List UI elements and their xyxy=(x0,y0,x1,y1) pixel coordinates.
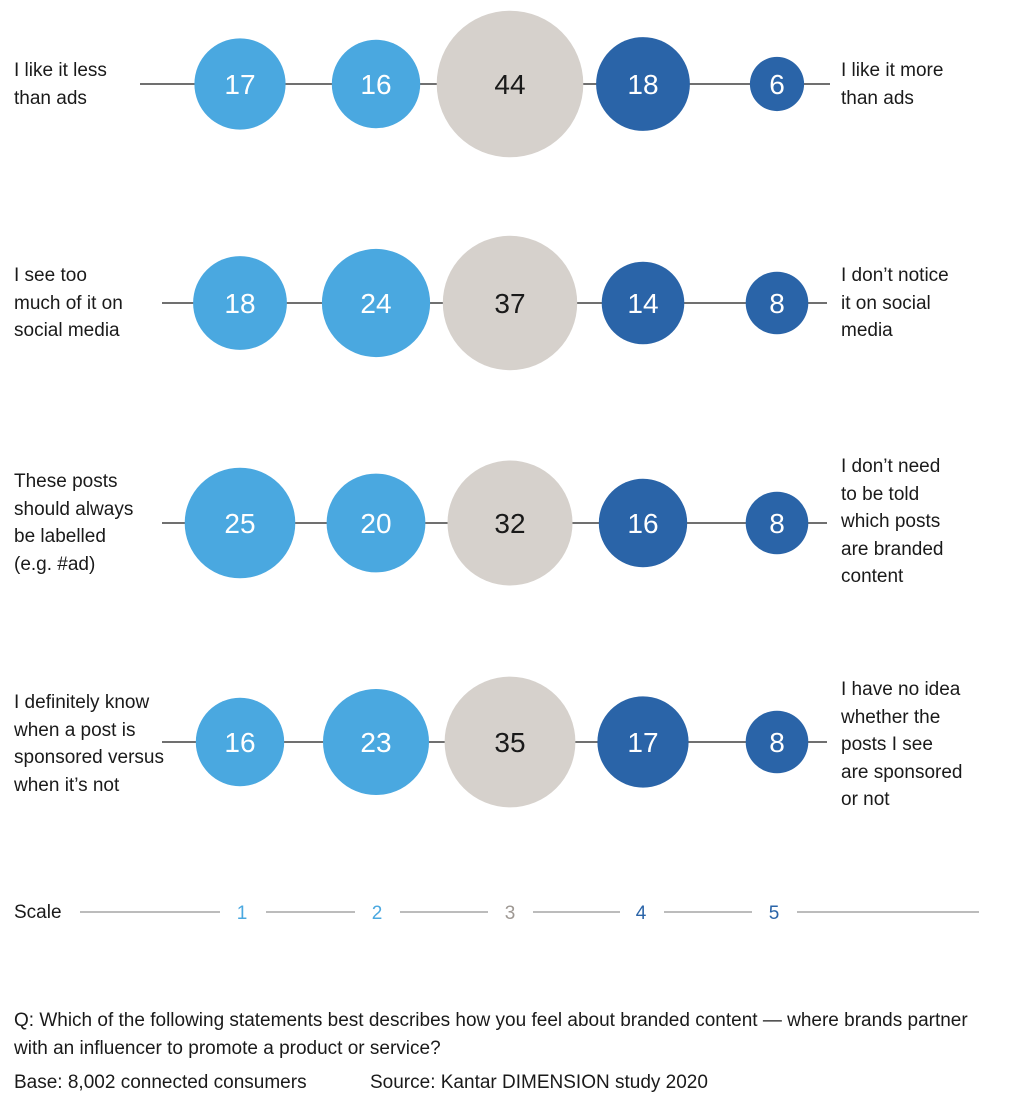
bubble-value-label: 17 xyxy=(627,727,658,758)
bubble-value-label: 17 xyxy=(224,69,255,100)
scale-axis: 1 2 3 4 5 xyxy=(80,903,979,924)
bubble-mark xyxy=(326,473,426,573)
bubble-mark xyxy=(323,689,429,795)
bubble-mark xyxy=(745,271,809,335)
bubble-value-label: 6 xyxy=(769,69,785,100)
scale-tick-label: 3 xyxy=(505,903,516,924)
bubble-value-label: 23 xyxy=(360,727,391,758)
bubble-mark xyxy=(745,491,809,555)
bubble-value-label: 24 xyxy=(360,288,391,319)
base-note: Base: 8,002 connected consumers xyxy=(14,1072,307,1093)
row-right-label: I don’t need to be told which posts are … xyxy=(841,456,944,587)
bubble-value-label: 25 xyxy=(224,508,255,539)
bubble-value-label: 8 xyxy=(769,727,785,758)
bubble-mark xyxy=(596,37,690,131)
bubble-value-label: 35 xyxy=(494,727,525,758)
row-left-label: I see too much of it on social media xyxy=(14,265,123,341)
row-right-label: I like it more than ads xyxy=(841,60,944,109)
bubble-value-label: 16 xyxy=(360,69,391,100)
bubble-mark xyxy=(193,256,287,350)
bubble-value-label: 37 xyxy=(494,288,525,319)
bubble-value-label: 14 xyxy=(627,288,658,319)
scale-tick-label: 1 xyxy=(237,903,248,924)
scale-title: Scale xyxy=(14,902,62,923)
bubble-mark xyxy=(597,696,689,788)
bubble-mark xyxy=(436,10,584,158)
row-left-label: I like it less than ads xyxy=(14,60,107,109)
bubble-value-label: 32 xyxy=(494,508,525,539)
scale-tick-label: 2 xyxy=(372,903,383,924)
bubble-value-label: 18 xyxy=(224,288,255,319)
bubble-mark xyxy=(194,38,286,130)
row-right-label: I have no idea whether the posts I see a… xyxy=(841,679,963,810)
row-left-label: I definitely know when a post is sponsor… xyxy=(14,692,164,796)
survey-question: Q: Which of the following statements bes… xyxy=(14,1010,968,1059)
bubble-value-label: 20 xyxy=(360,508,391,539)
bubble-mark xyxy=(745,710,809,774)
bubble-value-label: 44 xyxy=(494,69,525,100)
row-right-label: I don’t notice it on social media xyxy=(841,265,949,341)
row-left-label: These posts should always be labelled (e… xyxy=(14,471,134,575)
bubble-mark xyxy=(442,235,578,371)
bubble-mark xyxy=(184,467,296,579)
bubble-value-label: 16 xyxy=(224,727,255,758)
bubble-value-label: 8 xyxy=(769,288,785,319)
bubble-chart: 17 16 44 18 6 18 24 37 14 8 25 20 32 16 8 16 23 35 17 8 xyxy=(140,10,830,808)
bubble-mark xyxy=(749,56,805,112)
source-note: Source: Kantar DIMENSION study 2020 xyxy=(370,1072,708,1093)
scale-tick-label: 4 xyxy=(636,903,647,924)
bubble-mark xyxy=(321,248,431,358)
bubble-mark xyxy=(444,676,576,808)
scale-tick-label: 5 xyxy=(769,903,780,924)
bubble-mark xyxy=(601,261,685,345)
bubble-mark xyxy=(331,39,421,129)
bubble-mark xyxy=(195,697,285,787)
bubble-mark xyxy=(598,478,688,568)
bubble-value-label: 8 xyxy=(769,508,785,539)
bubble-mark xyxy=(447,460,573,586)
bubble-value-label: 16 xyxy=(627,508,658,539)
bubble-value-label: 18 xyxy=(627,69,658,100)
